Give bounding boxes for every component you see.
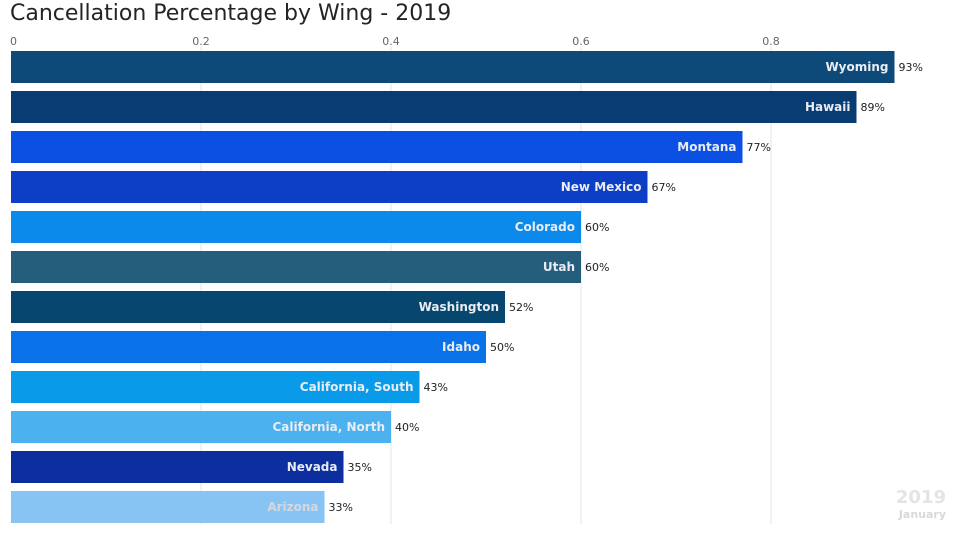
bar-category-label: Wyoming bbox=[825, 60, 888, 74]
bar-category-label: California, South bbox=[300, 380, 414, 394]
bar bbox=[11, 331, 486, 363]
bar bbox=[11, 451, 344, 483]
bar-value-label: 60% bbox=[585, 221, 609, 234]
bar bbox=[11, 371, 420, 403]
month-watermark: January bbox=[898, 508, 946, 521]
x-tick-label: 0 bbox=[10, 35, 17, 48]
x-tick-label: 0.2 bbox=[192, 35, 210, 48]
x-tick-label: 0.6 bbox=[572, 35, 590, 48]
year-watermark: 2019 bbox=[895, 487, 946, 508]
bar-value-label: 60% bbox=[585, 261, 609, 274]
bar-category-label: Utah bbox=[543, 260, 575, 274]
bar-category-label: New Mexico bbox=[561, 180, 642, 194]
bar-value-label: 89% bbox=[861, 101, 885, 114]
bar bbox=[11, 291, 505, 323]
bar bbox=[11, 251, 581, 283]
x-tick-label: 0.8 bbox=[762, 35, 780, 48]
bar-value-label: 43% bbox=[424, 381, 448, 394]
bar-category-label: Idaho bbox=[442, 340, 480, 354]
bar-value-label: 77% bbox=[747, 141, 771, 154]
bar-value-label: 35% bbox=[348, 461, 372, 474]
bar-category-label: Arizona bbox=[267, 500, 318, 514]
bar-category-label: Montana bbox=[677, 140, 736, 154]
bar bbox=[11, 131, 743, 163]
bar-value-label: 33% bbox=[329, 501, 353, 514]
bar-category-label: Hawaii bbox=[805, 100, 851, 114]
bar bbox=[11, 211, 581, 243]
bar bbox=[11, 171, 648, 203]
chart-title: Cancellation Percentage by Wing - 2019 bbox=[10, 1, 452, 26]
bar bbox=[11, 411, 391, 443]
bar bbox=[11, 491, 325, 523]
bar bbox=[11, 51, 895, 83]
bar-category-label: Washington bbox=[419, 300, 499, 314]
bar-value-label: 50% bbox=[490, 341, 514, 354]
bar-value-label: 52% bbox=[509, 301, 533, 314]
bar bbox=[11, 91, 857, 123]
x-tick-label: 0.4 bbox=[382, 35, 400, 48]
bar-value-label: 93% bbox=[899, 61, 923, 74]
bar-value-label: 67% bbox=[652, 181, 676, 194]
bar-category-label: Nevada bbox=[287, 460, 338, 474]
bar-category-label: Colorado bbox=[515, 220, 575, 234]
bar-category-label: California, North bbox=[273, 420, 386, 434]
bar-value-label: 40% bbox=[395, 421, 419, 434]
